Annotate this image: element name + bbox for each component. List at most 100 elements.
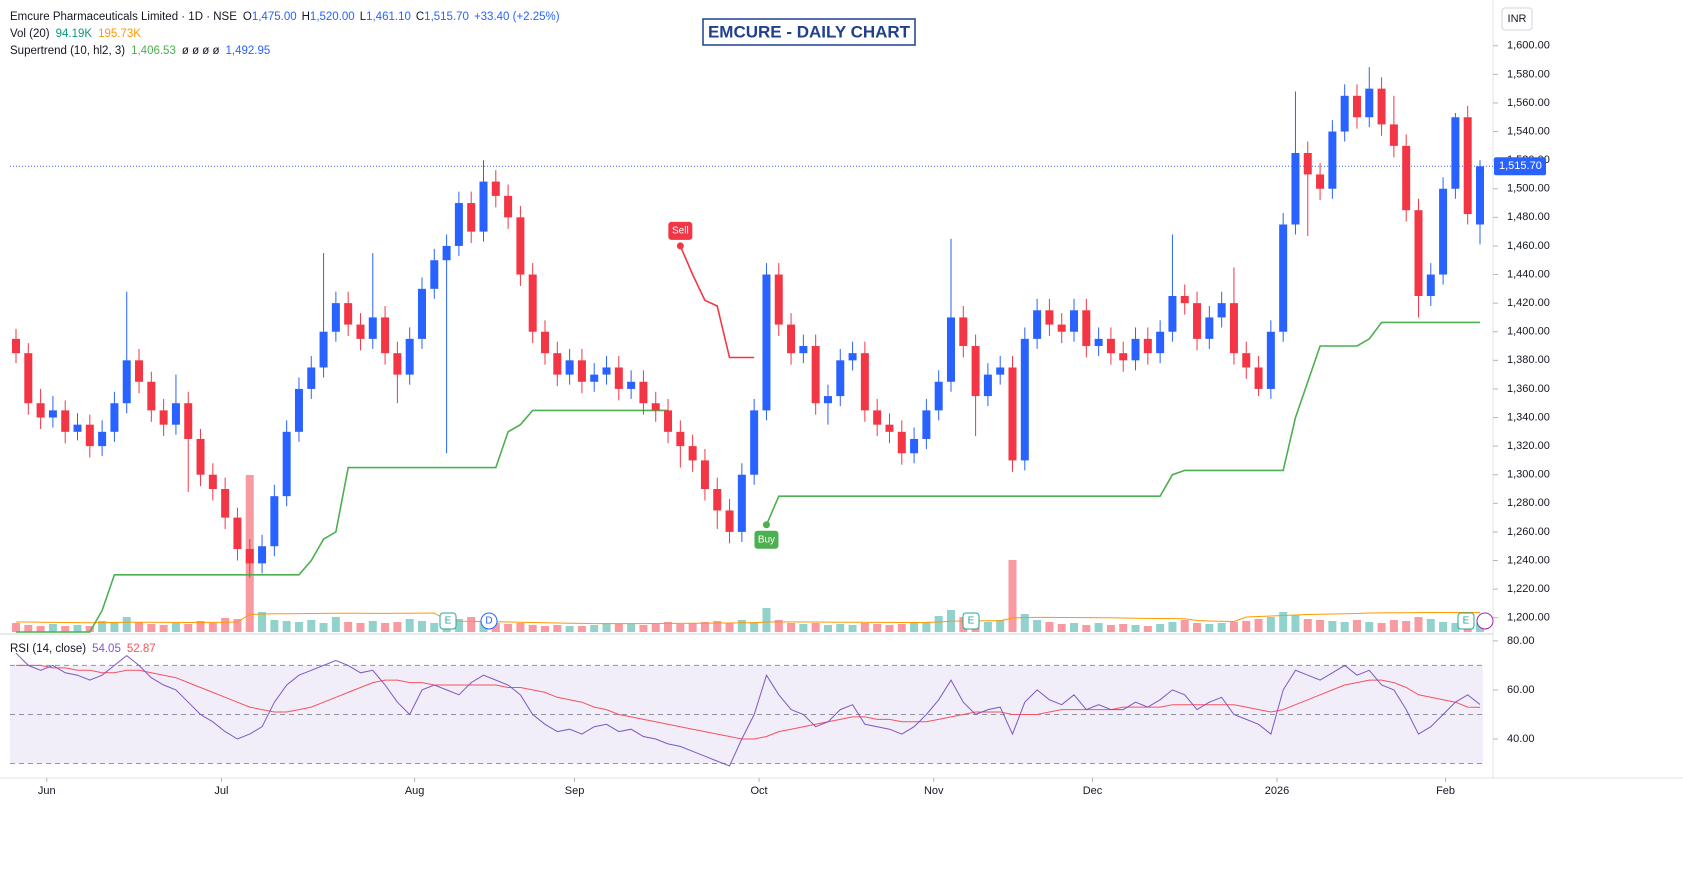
ohlc-key: L: [360, 11, 367, 23]
volume-bar: [541, 626, 550, 632]
chart-title: EMCURE - DAILY CHART: [708, 22, 911, 41]
volume-bar: [516, 623, 525, 632]
volume-bar: [1217, 623, 1226, 632]
vol-ma-value: 195.73K: [98, 28, 141, 40]
volume-bar: [799, 624, 808, 632]
y-tick-label: 1,320.00: [1507, 440, 1550, 452]
candle-body: [1082, 310, 1091, 347]
candle-body: [541, 331, 550, 354]
ohlc-value: 1,475.00: [252, 11, 297, 23]
volume-bar: [1266, 617, 1275, 632]
candle-body: [36, 403, 45, 418]
candle-body: [516, 217, 525, 275]
volume-bar: [725, 623, 734, 632]
candle-body: [996, 367, 1005, 375]
candle-body: [1328, 131, 1337, 189]
legend-main: Emcure Pharmaceuticals Limited · 1D · NS…: [10, 11, 560, 23]
candle-body: [1242, 353, 1251, 368]
volume-bar: [627, 624, 636, 632]
rsi-tick-label: 80.00: [1507, 635, 1535, 647]
volume-bar: [1094, 623, 1103, 632]
volume-bar: [983, 622, 992, 632]
rsi-ma-value: 52.87: [127, 643, 156, 655]
supertrend-up: [16, 321, 1480, 633]
candle-body: [393, 353, 402, 375]
st-label: Supertrend (10, hl2, 3): [10, 45, 125, 57]
rsi-line: [15, 652, 1481, 767]
candle-body: [467, 203, 476, 232]
volume-bar: [860, 623, 869, 632]
volume-bar: [184, 624, 193, 632]
volume-bar: [171, 623, 180, 632]
event-label: D: [485, 616, 492, 627]
volume-bar: [1143, 626, 1152, 632]
volume-bar: [1106, 625, 1115, 632]
candle-body: [1119, 353, 1128, 361]
candle-body: [417, 288, 426, 339]
volume-bar: [159, 625, 168, 632]
candle-body: [676, 431, 685, 447]
volume-bar: [294, 622, 303, 632]
volume-bar: [270, 620, 279, 632]
y-tick-label: 1,440.00: [1507, 268, 1550, 280]
event-box: [439, 612, 457, 630]
y-tick-label: 1,380.00: [1507, 354, 1550, 366]
volume-bar: [454, 619, 463, 632]
y-tick-label: 1,600.00: [1507, 40, 1550, 52]
y-tick-label: 1,340.00: [1507, 411, 1550, 423]
candle-body: [491, 181, 500, 196]
volume-bar: [1242, 621, 1251, 632]
change: +33.40 (+2.25%): [474, 11, 560, 23]
volume-bar: [467, 617, 476, 632]
candle-body: [664, 410, 673, 432]
st-value: 1,406.53: [131, 45, 176, 57]
x-tick-label: Oct: [751, 785, 768, 797]
plot-layer: 1,200.00 1,220.00 1,240.00 1,260.00 1,280.00…: [10, 40, 1550, 797]
candle-body: [12, 338, 20, 354]
signal-dot: [676, 242, 684, 250]
volume-bar: [1229, 622, 1238, 632]
y-tick-label: 1,260.00: [1507, 526, 1550, 538]
candle-body: [48, 410, 57, 418]
candle-body: [1057, 324, 1066, 332]
candle-body: [897, 431, 906, 454]
candle-body: [528, 274, 537, 332]
volume-bar: [504, 624, 513, 632]
volume-bar: [873, 624, 882, 632]
volume-bar: [344, 622, 353, 632]
rsi-value: 54.05: [92, 643, 121, 655]
volume-bar: [1008, 560, 1017, 632]
candle-body: [1131, 338, 1140, 361]
legend-volume: Vol (20) 94.19K 195.73K: [10, 28, 141, 40]
volume-bar: [1439, 622, 1448, 632]
volume-bar: [1426, 619, 1435, 632]
vol-value: 94.19K: [56, 28, 93, 40]
x-tick-label: Dec: [1083, 785, 1103, 797]
event-label: E: [968, 616, 975, 627]
volume-bar: [417, 621, 426, 632]
candle-body: [233, 517, 242, 550]
candle-body: [319, 331, 328, 368]
volume-bar: [651, 623, 660, 632]
volume-bar: [664, 622, 673, 632]
candle-body: [799, 346, 808, 354]
candle-body: [1266, 331, 1275, 389]
candle-body: [959, 317, 968, 347]
volume-bar: [491, 623, 500, 632]
candle-body: [1316, 174, 1325, 189]
volume-bar: [110, 623, 119, 632]
volume-bar: [713, 621, 722, 632]
volume-bar: [135, 622, 144, 632]
candle-body: [688, 446, 697, 461]
candle-body: [1463, 117, 1472, 215]
event-box: [1457, 612, 1475, 630]
candle-body: [774, 274, 783, 325]
volume-bar: [1279, 612, 1288, 632]
last-price-box: [1494, 157, 1546, 176]
candle-body: [331, 303, 340, 332]
ohlc-key: O: [243, 11, 252, 23]
candle-body: [430, 260, 439, 289]
candle-body: [270, 496, 279, 547]
candle-body: [1402, 145, 1411, 211]
